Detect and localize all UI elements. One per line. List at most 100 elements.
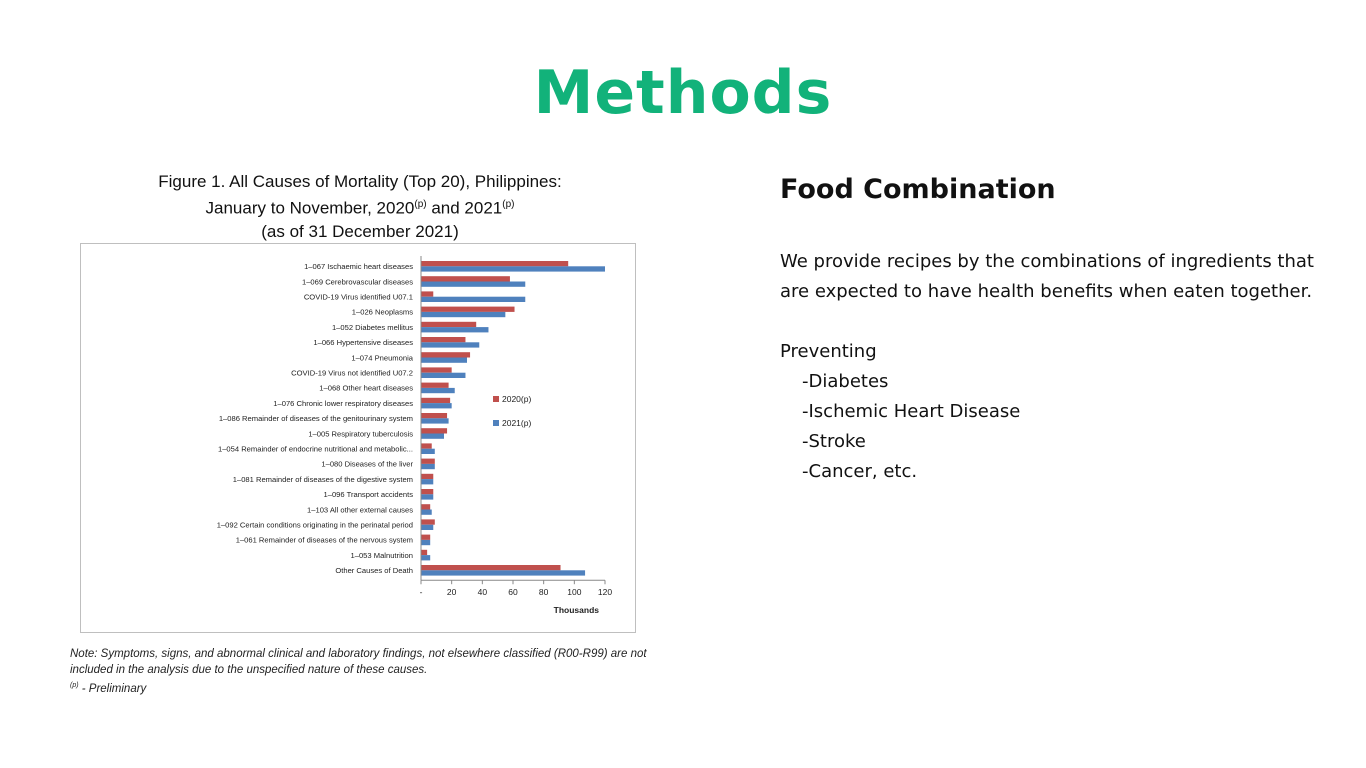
bar-2020 [421, 443, 432, 449]
figure-title-line3: (as of 31 December 2021) [261, 221, 459, 241]
food-combination-heading: Food Combination [780, 174, 1056, 205]
note-sup: (p) [70, 682, 79, 689]
category-label: 1–092 Certain conditions originating in … [217, 521, 413, 530]
note-line1: Note: Symptoms, signs, and abnormal clin… [70, 648, 647, 660]
note-line2: included in the analysis due to the unsp… [70, 664, 428, 676]
category-label: Other Causes of Death [335, 566, 413, 575]
bar-2020 [421, 337, 466, 343]
bar-2021 [421, 418, 449, 424]
bar-2021 [421, 311, 506, 318]
bar-2020 [421, 413, 448, 419]
legend-swatch-2020 [493, 396, 499, 402]
preventing-item-stroke: -Stroke [802, 431, 866, 452]
legend-label-2021: 2021(p) [502, 418, 531, 428]
bar-2020 [421, 382, 449, 388]
bar-2021 [421, 327, 489, 333]
x-tick-label: 100 [567, 587, 581, 597]
figure-title-line2: January to November, 2020(p) and 2021(p) [130, 193, 590, 220]
category-label: 1–074 Pneumonia [351, 353, 413, 362]
category-label: 1–053 Malnutrition [351, 551, 413, 560]
preventing-item-cancer: -Cancer, etc. [802, 461, 918, 482]
bar-2021 [421, 281, 526, 287]
preventing-item-ischemic-heart-disease: -Ischemic Heart Disease [802, 401, 1021, 422]
category-label: 1–103 All other external causes [307, 505, 413, 514]
slide-title: Methods [533, 58, 833, 128]
bar-2021 [421, 342, 480, 348]
bar-2020 [421, 473, 434, 480]
food-combination-description: We provide recipes by the combinations o… [780, 251, 1314, 302]
bar-2020 [421, 519, 435, 525]
x-tick-label: 80 [539, 587, 549, 597]
figure-title-line2-part-a: January to November, 2020 [205, 198, 415, 218]
bar-2020 [421, 367, 452, 373]
x-tick-label: 120 [598, 587, 612, 597]
bar-2021 [421, 539, 431, 546]
x-tick-label: 60 [508, 587, 518, 597]
bar-2021 [421, 570, 586, 576]
bar-2020 [421, 397, 451, 404]
category-label: 1–061 Remainder of diseases of the nervo… [236, 536, 413, 545]
x-tick-label: - [420, 587, 423, 597]
note-line3-text: - Preliminary [78, 682, 147, 695]
mortality-chart: 1–067 Ischaemic heart diseases 1–069 Cere… [80, 243, 636, 633]
figure-title-sup-a: (p) [414, 199, 427, 210]
x-axis-title: Thousands [554, 605, 600, 615]
x-tick-label: 20 [447, 587, 457, 597]
figure-title: Figure 1. All Causes of Mortality (Top 2… [130, 170, 590, 243]
bar-2021 [421, 463, 435, 470]
category-label: 1–005 Respiratory tuberculosis [308, 429, 413, 438]
category-label: 1–066 Hypertensive diseases [313, 338, 413, 347]
x-tick-label: 40 [478, 587, 488, 597]
bar-2020 [421, 291, 434, 297]
mortality-chart-svg: 1–067 Ischaemic heart diseases 1–069 Cere… [217, 256, 612, 615]
note-line3: (p) - Preliminary [70, 678, 660, 697]
bar-2021 [421, 524, 434, 530]
category-label: 1–068 Other heart diseases [319, 384, 413, 393]
bar-2021 [421, 448, 435, 454]
preventing-label: Preventing [780, 341, 877, 362]
bar-2021 [421, 357, 467, 363]
bar-2020 [421, 321, 477, 328]
bar-2021 [421, 494, 434, 500]
category-label: 1–081 Remainder of diseases of the diges… [233, 475, 413, 484]
bar-2021 [421, 266, 605, 272]
category-label: 1–096 Transport accidents [324, 490, 414, 499]
bar-2021 [421, 372, 466, 378]
bar-2021 [421, 479, 434, 485]
figure-title-line1: Figure 1. All Causes of Mortality (Top 2… [158, 172, 562, 191]
bar-2021 [421, 403, 452, 409]
food-combination-panel: Food Combination We provide recipes by t… [780, 174, 1320, 487]
bar-2020 [421, 276, 510, 282]
legend-swatch-2021 [493, 420, 499, 426]
bar-2020 [421, 534, 431, 540]
bar-2020 [421, 489, 434, 495]
bar-2020 [421, 504, 431, 510]
bar-2021 [421, 296, 526, 302]
category-label: 1–076 Chronic lower respiratory diseases [273, 399, 413, 408]
category-label: 1–067 Ischaemic heart diseases [304, 262, 413, 271]
category-label: 1–080 Diseases of the liver [321, 460, 413, 469]
bar-2021 [421, 433, 444, 439]
legend-label-2020: 2020(p) [502, 394, 531, 404]
figure-title-line2-part-b: and 2021 [426, 198, 503, 218]
bar-2020 [421, 352, 471, 358]
figure-title-sup-b: (p) [502, 199, 515, 210]
category-label: COVID-19 Virus identified U07.1 [304, 293, 413, 302]
category-label: 1–069 Cerebrovascular diseases [302, 277, 413, 286]
bar-2020 [421, 549, 428, 556]
bar-2021 [421, 387, 455, 394]
category-label: COVID-19 Virus not identified U07.2 [291, 369, 413, 378]
preventing-list: -Diabetes -Ischemic Heart Disease -Strok… [780, 367, 1320, 487]
bar-2021 [421, 555, 431, 561]
category-label: 1–026 Neoplasms [352, 308, 413, 317]
bar-2021 [421, 509, 432, 515]
bar-2020 [421, 565, 561, 571]
category-label: 1–052 Diabetes mellitus [332, 323, 413, 332]
bar-2020 [421, 306, 515, 312]
category-label: 1–086 Remainder of diseases of the genit… [219, 414, 413, 423]
bar-2020 [421, 261, 569, 267]
figure-note: Note: Symptoms, signs, and abnormal clin… [70, 646, 660, 697]
category-label: 1–054 Remainder of endocrine nutritional… [218, 445, 413, 454]
bar-2020 [421, 458, 435, 464]
bar-2020 [421, 428, 448, 434]
